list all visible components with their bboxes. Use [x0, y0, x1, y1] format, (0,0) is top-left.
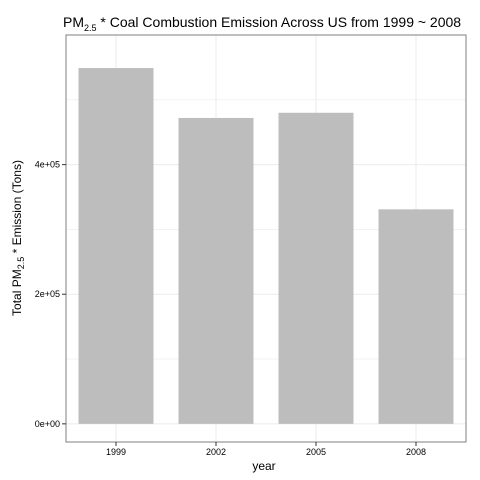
chart-title-subscript: 2.5 [84, 23, 97, 33]
plot-panel: 0e+00 2e+05 4e+05 1999 2002 2005 2008 [35, 34, 467, 457]
y-axis-title-post: * Emission (Tons) [10, 160, 24, 257]
bar-2005 [278, 112, 354, 424]
y-tick-label: 4e+05 [35, 160, 60, 170]
bar-2002 [178, 117, 254, 424]
y-tick-label: 0e+00 [35, 419, 60, 429]
y-axis-title: Total PM2.5 * Emission (Tons) [10, 160, 26, 316]
y-axis-title-pre: Total PM [10, 269, 24, 316]
chart-title-rest: * Coal Combustion Emission Across US fro… [97, 14, 462, 30]
x-axis-title: year [252, 459, 275, 473]
x-tick-label: 2005 [306, 447, 326, 457]
x-tick-label: 2008 [406, 447, 426, 457]
panel-border [65, 34, 467, 443]
chart-title: PM2.5 * Coal Combustion Emission Across … [63, 14, 461, 33]
chart-title-main: PM [63, 14, 84, 30]
x-tick-label: 2002 [206, 447, 226, 457]
y-tick-label: 2e+05 [35, 289, 60, 299]
y-axis-title-subscript: 2.5 [16, 257, 26, 270]
x-tick-label: 1999 [106, 447, 126, 457]
bar-1999 [78, 68, 154, 424]
bar-2008 [378, 209, 454, 424]
